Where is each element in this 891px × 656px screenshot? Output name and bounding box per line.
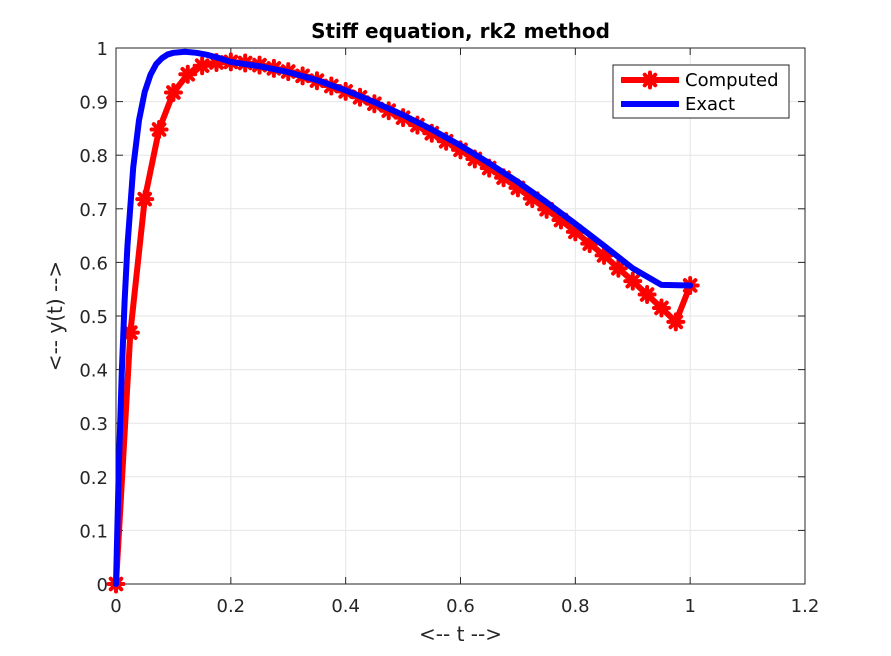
x-tick-label: 0.6 <box>446 596 475 617</box>
y-tick-label: 0.8 <box>79 146 108 167</box>
data-point <box>651 298 671 318</box>
y-tick-label: 0.2 <box>79 468 108 489</box>
legend: Computed Exact <box>612 64 790 119</box>
y-tick-label: 0.3 <box>79 414 108 435</box>
data-point <box>149 119 169 139</box>
y-axis-label: <-- y(t) --> <box>43 261 67 371</box>
y-tick-label: 0.5 <box>79 307 108 328</box>
legend-box <box>612 64 790 119</box>
data-point <box>135 189 155 209</box>
x-tick-label: 1 <box>684 596 695 617</box>
x-tick-label: 0.4 <box>331 596 360 617</box>
data-point <box>666 312 686 332</box>
legend-label: Exact <box>685 94 735 115</box>
data-point <box>163 82 183 102</box>
series-layer <box>106 48 700 594</box>
data-point <box>623 271 643 291</box>
data-point <box>192 56 212 76</box>
data-point <box>608 258 628 278</box>
x-tick-label: 0 <box>110 596 121 617</box>
series-line-exact <box>113 48 694 587</box>
legend-marker <box>640 70 660 90</box>
y-tick-label: 0.1 <box>79 521 108 542</box>
y-tick-label: 0.6 <box>79 253 108 274</box>
x-tick-label: 1.2 <box>791 596 820 617</box>
data-point <box>637 285 657 305</box>
y-tick-label: 0.9 <box>79 93 108 114</box>
data-point <box>178 64 198 84</box>
legend-label: Computed <box>685 70 779 91</box>
y-tick-label: 0.7 <box>79 200 108 221</box>
ticks: 0 0.2 0.4 0.6 0.8 1 1.2 0 0.1 0.2 0.3 0.4 0.5 0.6 0.7 0… <box>79 39 819 617</box>
x-tick-label: 0.2 <box>217 596 246 617</box>
x-axis-label: <-- t --> <box>419 622 502 646</box>
y-tick-label: 0 <box>97 575 108 596</box>
y-tick-label: 0.4 <box>79 361 108 382</box>
chart-title: Stiff equation, rk2 method <box>311 19 610 43</box>
x-tick-label: 0.8 <box>561 596 590 617</box>
y-tick-label: 1 <box>97 39 108 60</box>
